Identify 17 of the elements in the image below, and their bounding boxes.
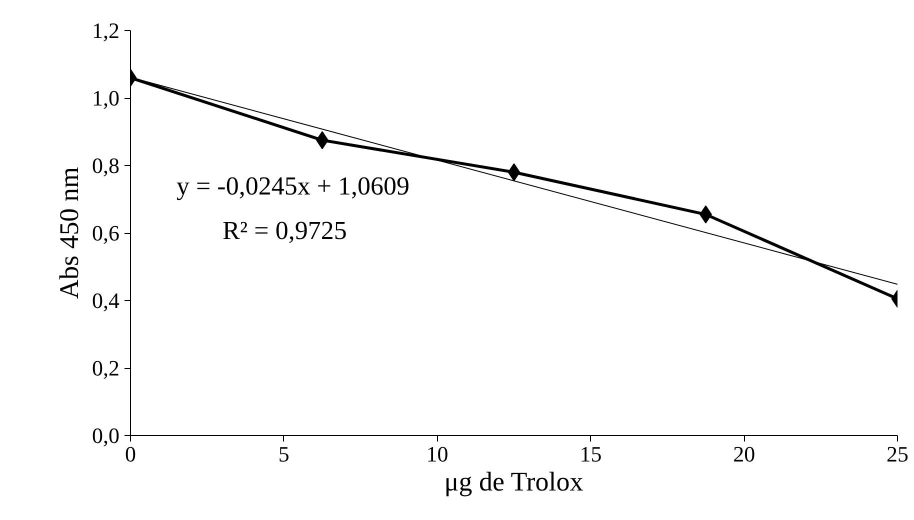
x-tick-label: 25: [886, 442, 908, 466]
y-axis-title: Abs 450 nm: [54, 166, 84, 300]
y-tick-label: 0,0: [92, 423, 120, 448]
y-tick-label: 0,6: [92, 220, 120, 246]
x-tick-label: 0: [125, 442, 136, 466]
x-tick-label: 5: [278, 442, 290, 466]
x-tick-label: 10: [426, 442, 448, 466]
y-tick-label: 0,8: [92, 153, 120, 178]
y-tick-label: 0,4: [92, 288, 120, 313]
annotation: y = -0,0245x + 1,0609: [176, 172, 410, 201]
x-tick-label: 15: [580, 442, 602, 466]
annotation: R² = 0,9725: [222, 216, 347, 246]
x-axis-title: μg de Trolox: [444, 466, 584, 496]
y-tick-label: 1,0: [92, 86, 120, 110]
y-tick-label: 0,2: [92, 356, 120, 380]
x-tick-label: 20: [733, 442, 756, 466]
y-tick-label: 1,2: [92, 18, 120, 43]
